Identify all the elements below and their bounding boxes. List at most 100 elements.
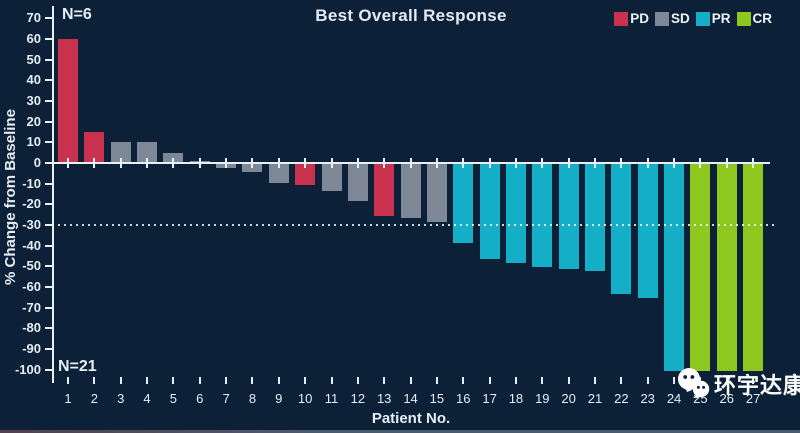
- x-axis-tick-label: 1: [64, 391, 72, 406]
- x-axis-tick: [277, 377, 280, 384]
- x-axis-tick-label: 8: [248, 391, 257, 406]
- x-axis-tick-label: 15: [429, 391, 445, 406]
- y-axis-tick: [45, 58, 53, 61]
- x-axis-tick-label: 27: [745, 391, 761, 406]
- bar-patient-23: [637, 164, 658, 299]
- baseline-tick: [435, 158, 438, 168]
- x-axis-tick-label: 5: [169, 391, 177, 406]
- y-axis-tick-label: -40: [22, 237, 41, 253]
- reference-line-30pct: [52, 224, 774, 226]
- x-axis-tick: [488, 377, 491, 384]
- bar-patient-26: [716, 164, 737, 371]
- legend-label-PR: PR: [711, 11, 731, 26]
- baseline-tick: [594, 158, 596, 168]
- x-axis-tick: [567, 377, 570, 384]
- x-axis-tick-label: 16: [456, 391, 471, 406]
- x-axis-tick: [356, 377, 359, 384]
- bar-patient-16: [453, 164, 474, 243]
- x-axis-tick: [330, 377, 333, 384]
- x-axis-tick: [462, 377, 465, 384]
- baseline-tick: [725, 158, 728, 168]
- bar-patient-2: [84, 131, 105, 163]
- x-axis-tick-label: 22: [614, 391, 629, 406]
- x-axis-tick: [646, 377, 649, 384]
- x-axis-tick: [620, 377, 623, 384]
- bar-patient-5: [163, 152, 184, 163]
- bar-patient-14: [400, 164, 421, 218]
- bar-patient-25: [690, 164, 711, 371]
- bar-patient-3: [110, 142, 131, 163]
- baseline-tick: [488, 158, 491, 168]
- x-axis-tick: [725, 377, 728, 384]
- baseline-tick: [330, 158, 333, 168]
- x-axis-tick: [119, 377, 122, 384]
- bar-patient-13: [374, 164, 395, 216]
- x-axis-tick-label: 24: [666, 391, 682, 406]
- baseline-tick: [67, 158, 69, 168]
- x-axis-tick-label: 13: [376, 391, 392, 406]
- x-axis-tick: [435, 377, 438, 384]
- baseline-tick: [462, 158, 465, 168]
- x-axis-tick: [225, 377, 228, 384]
- y-axis-tick-label: -10: [22, 175, 41, 191]
- baseline-tick: [541, 158, 544, 168]
- y-axis-tick: [45, 286, 53, 289]
- y-axis-tick-label: 10: [26, 134, 41, 150]
- x-axis-tick-label: 14: [403, 391, 418, 406]
- x-axis-tick-label: 4: [143, 391, 151, 406]
- y-axis-tick-label: -70: [22, 299, 41, 315]
- bar-patient-8: [242, 164, 263, 173]
- x-axis-tick-label: 11: [324, 391, 339, 406]
- baseline-tick: [93, 158, 96, 168]
- x-axis-tick-label: 7: [222, 391, 230, 406]
- y-axis-tick-label: -80: [22, 320, 41, 336]
- chart-title: Best Overall Response: [315, 6, 507, 25]
- x-axis-title: Patient No.: [371, 410, 451, 427]
- x-axis-tick: [383, 377, 386, 384]
- y-axis-tick: [45, 141, 53, 144]
- x-axis-tick: [172, 377, 175, 384]
- baseline-tick: [699, 158, 702, 168]
- y-axis-tick-label: -30: [22, 217, 41, 232]
- bar-patient-12: [347, 164, 368, 202]
- y-axis-tick-label: -100: [14, 361, 41, 377]
- x-axis-tick: [752, 377, 755, 384]
- y-axis-tick-label: 30: [26, 92, 41, 108]
- x-axis-tick: [594, 377, 596, 384]
- x-axis-tick: [146, 377, 149, 384]
- x-axis-tick-label: 20: [561, 391, 576, 406]
- baseline-tick: [251, 158, 254, 168]
- y-axis-tick: [45, 182, 53, 185]
- legend: PD SD PR CR: [614, 11, 772, 26]
- legend-swatch-PD: [614, 11, 629, 26]
- x-axis-tick-label: 9: [275, 391, 283, 406]
- legend-swatch-CR: [736, 11, 751, 26]
- baseline-tick: [673, 158, 676, 168]
- baseline-tick: [304, 158, 307, 168]
- x-axis-tick-label: 6: [196, 391, 204, 406]
- y-axis-tick-label: 50: [26, 51, 41, 67]
- x-axis-tick: [514, 377, 517, 384]
- bar-patient-17: [479, 164, 500, 260]
- baseline-tick: [356, 158, 359, 168]
- y-axis-tick: [45, 244, 53, 247]
- x-axis-tick: [251, 377, 254, 384]
- y-axis-tick: [45, 348, 53, 351]
- x-axis-tick-label: 21: [587, 391, 603, 406]
- y-axis-tick: [45, 368, 53, 371]
- y-axis-tick-label: 40: [26, 72, 41, 88]
- y-axis-tick-label: -60: [22, 279, 41, 295]
- watermark-text: 环宇达康: [714, 373, 800, 398]
- bar-patient-4: [137, 142, 158, 163]
- legend-label-SD: SD: [670, 11, 690, 26]
- x-axis-tick: [699, 377, 702, 384]
- bar-patient-27: [743, 164, 764, 371]
- x-axis-tick: [198, 377, 201, 384]
- x-axis-tick: [673, 377, 676, 384]
- y-axis-tick: [45, 162, 53, 164]
- bottom-edge-strip: [0, 430, 800, 433]
- legend-swatch-SD: [654, 11, 669, 26]
- y-axis-tick-label: -20: [22, 196, 41, 212]
- y-axis-tick: [45, 224, 53, 226]
- y-axis-tick: [45, 17, 53, 20]
